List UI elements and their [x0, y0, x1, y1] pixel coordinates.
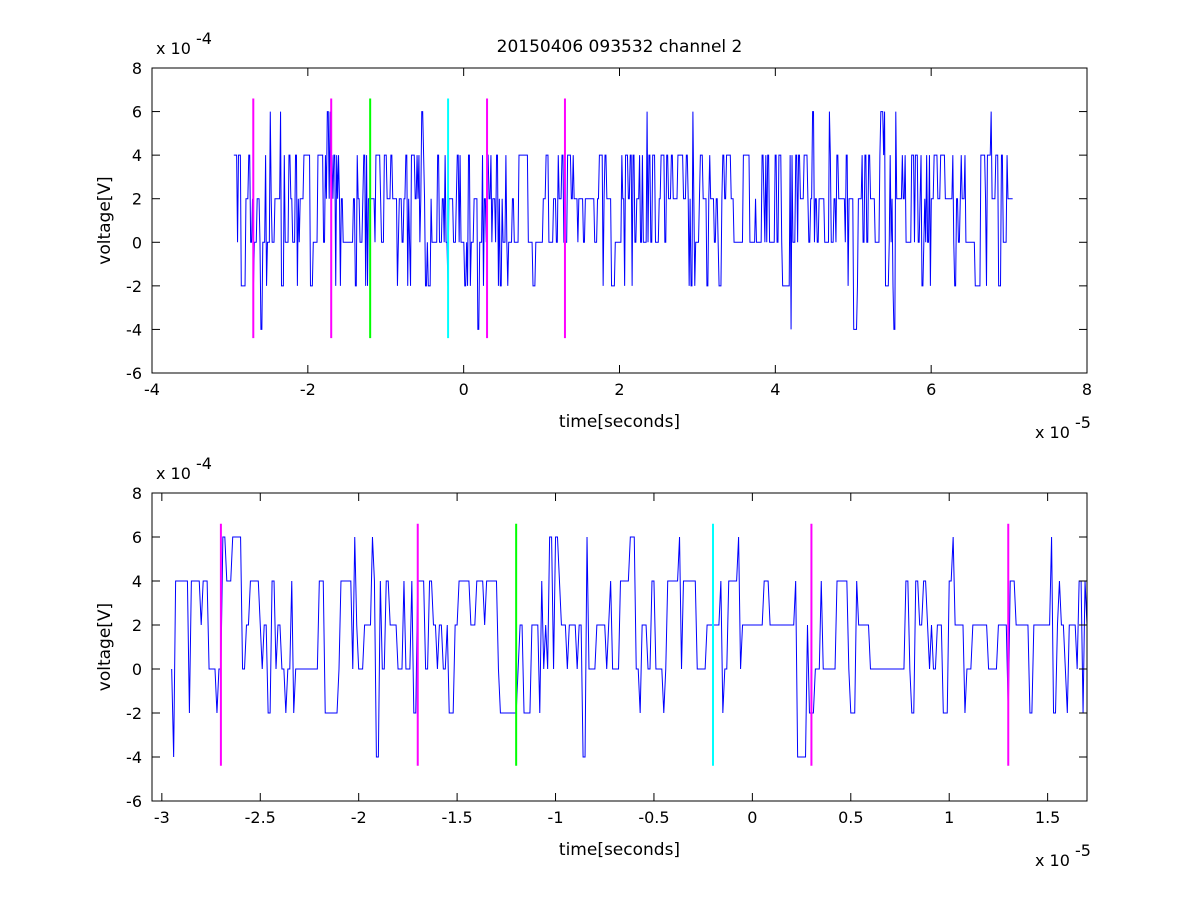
- y-tick-label: 2: [132, 190, 142, 209]
- x-tick-label: 6: [926, 380, 936, 399]
- y-tick-label: 4: [132, 572, 142, 591]
- x-exponent: -5: [1075, 413, 1091, 432]
- y-tick-label: -2: [126, 704, 142, 723]
- y-tick-label: 0: [132, 660, 142, 679]
- y-exponent: -4: [196, 454, 212, 473]
- y-multiplier: x 10: [156, 39, 191, 58]
- y-axis-label: voltage[V]: [95, 603, 115, 691]
- x-tick-label: 0: [747, 808, 757, 827]
- y-tick-label: -4: [126, 748, 142, 767]
- y-tick-label: 2: [132, 616, 142, 635]
- x-axis-label: time[seconds]: [559, 412, 680, 432]
- plot-bottom: -3 -2.5 -2 -1.5 -1 -0.5 0 0.5 1 1.5 -6 -4 -2 0 2 4 6 8 tim…: [95, 454, 1091, 870]
- signal-trace: [171, 536, 1088, 758]
- x-tick-label: 1.5: [1035, 808, 1060, 827]
- x-tick-label: -1: [548, 808, 564, 827]
- x-tick-label: -1.5: [441, 808, 472, 827]
- y-tick-label: -6: [126, 364, 142, 383]
- x-exponent: -5: [1075, 841, 1091, 860]
- plot-top: -4 -2 0 2 4 6 8-6-4-202468time[seconds]voltage…: [95, 29, 1092, 442]
- x-tick-label: -0.5: [638, 808, 669, 827]
- x-axis-label: time[seconds]: [559, 840, 680, 860]
- y-tick-label: 0: [132, 233, 142, 252]
- y-multiplier: x 10: [156, 464, 191, 483]
- x-tick-label: 0.5: [838, 808, 863, 827]
- y-tick-label: 8: [132, 59, 142, 78]
- x-tick-label: -2.5: [245, 808, 276, 827]
- y-tick-label: -4: [126, 320, 142, 339]
- x-tick-label: 2: [614, 380, 624, 399]
- y-axis-label: voltage[V]: [95, 176, 115, 264]
- x-tick-label: 4: [770, 380, 780, 399]
- y-exponent: -4: [196, 29, 212, 48]
- y-tick-label: 6: [132, 528, 142, 547]
- y-tick-label: 8: [132, 484, 142, 503]
- x-tick-label: -3: [154, 808, 170, 827]
- x-tick-label: -4: [144, 380, 160, 399]
- y-tick-label: -2: [126, 277, 142, 296]
- x-tick-label: 0: [459, 380, 469, 399]
- axes-frame: [151, 492, 1088, 802]
- x-tick-label: 1: [944, 808, 954, 827]
- x-tick-label: 8: [1082, 380, 1092, 399]
- x-tick-label: -2: [300, 380, 316, 399]
- y-tick-label: 6: [132, 103, 142, 122]
- x-multiplier: x 10: [1035, 423, 1070, 442]
- chart-title: 20150406 093532 channel 2: [497, 37, 743, 57]
- y-tick-label: 4: [132, 146, 142, 165]
- x-multiplier: x 10: [1035, 851, 1070, 870]
- x-tick-label: -2: [351, 808, 367, 827]
- signal-trace: [233, 111, 1013, 330]
- y-tick-label: -6: [126, 792, 142, 811]
